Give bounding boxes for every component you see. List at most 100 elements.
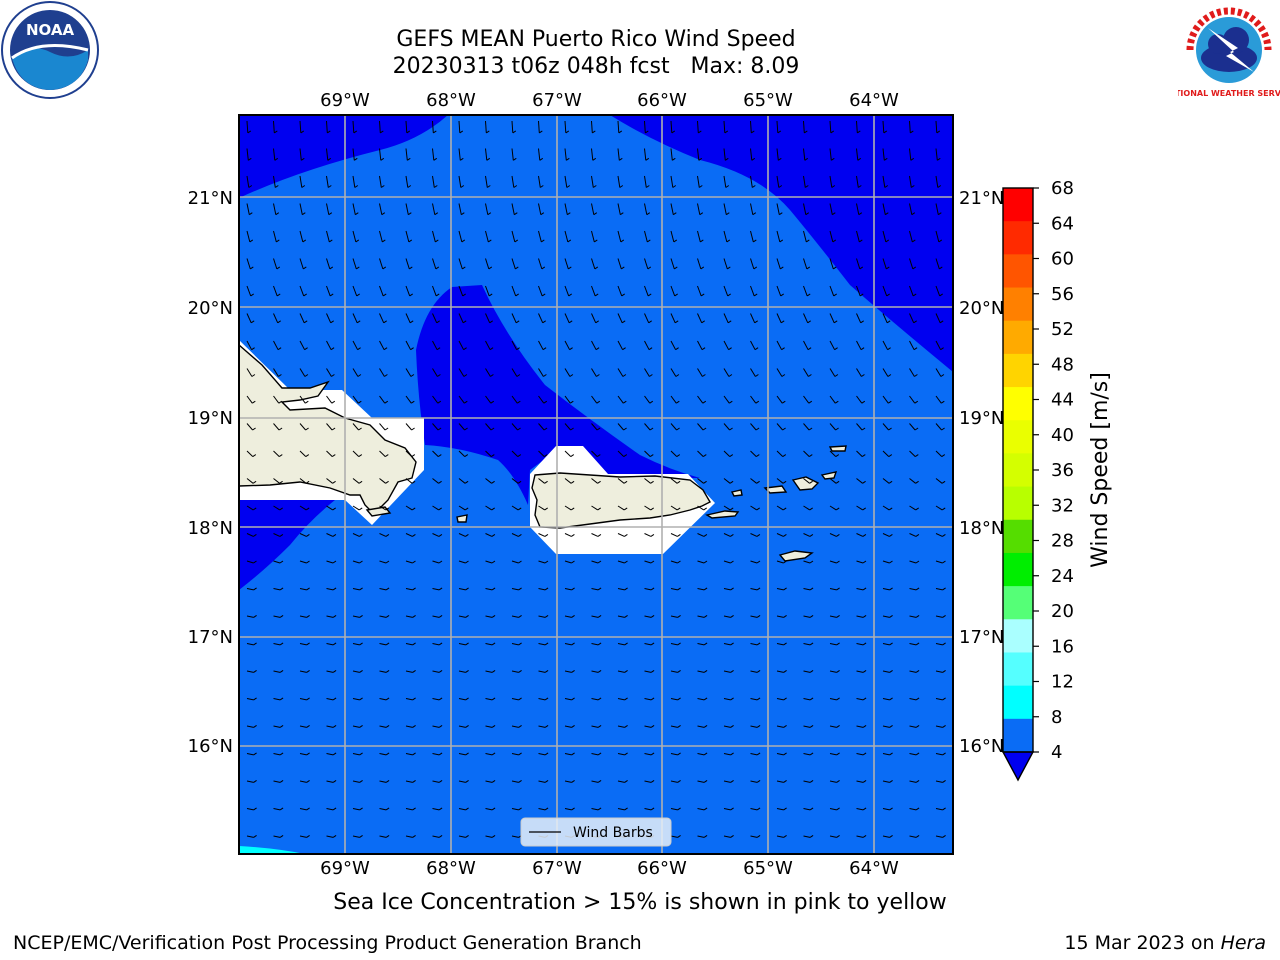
wind-barb <box>273 560 281 564</box>
wind-barb-flag <box>753 239 757 243</box>
wind-barb-flag <box>433 157 438 161</box>
wind-barb-flag <box>461 239 466 243</box>
wind-barb-flag <box>407 157 411 161</box>
wind-barb-flag <box>862 587 867 591</box>
wind-barb <box>405 175 409 188</box>
wind-barb <box>776 588 784 591</box>
wind-barb <box>511 230 516 243</box>
wind-barb <box>882 423 889 431</box>
wind-barb-flag <box>571 724 575 728</box>
wind-barb-flag <box>412 560 416 564</box>
wind-barb <box>697 450 704 457</box>
wind-barb-flag <box>756 507 760 511</box>
wind-barb-flag <box>356 320 361 324</box>
wind-barb <box>803 340 809 350</box>
wind-barb-flag <box>464 507 469 511</box>
wind-barb <box>829 313 835 324</box>
wind-barb-flag <box>356 266 360 270</box>
wind-barb <box>511 615 519 618</box>
nws-logo: NATIONAL WEATHER SERVICE <box>1178 4 1280 98</box>
wind-barb <box>564 175 568 188</box>
wind-barb <box>538 478 545 484</box>
wind-barb <box>511 780 519 783</box>
wind-barb-flag <box>306 752 310 756</box>
wind-barb-flag <box>675 347 679 351</box>
wind-barb-flag <box>941 454 946 458</box>
wind-barb-flag <box>915 752 920 756</box>
wind-barb <box>299 340 306 350</box>
wind-barb-flag <box>915 834 920 838</box>
wind-barb-flag <box>809 642 814 646</box>
wind-barb <box>776 780 784 783</box>
wind-barb-flag <box>751 130 755 134</box>
wind-barb <box>379 230 383 243</box>
wind-barb <box>882 148 885 161</box>
wind-barb <box>697 230 701 243</box>
wind-barb-flag <box>597 779 602 783</box>
wind-barb <box>379 670 387 673</box>
wind-barb <box>909 450 916 457</box>
wind-barb <box>909 560 917 564</box>
wind-barb <box>617 478 625 484</box>
wind-barb <box>644 533 652 537</box>
wind-barb <box>882 588 890 591</box>
wind-barb-flag <box>703 454 707 458</box>
colorbar-tick-label: 68 <box>1051 178 1074 199</box>
wind-barb-flag <box>409 293 413 297</box>
wind-barb <box>538 643 546 646</box>
nws-logo-text: NATIONAL WEATHER SERVICE <box>1178 89 1280 98</box>
wind-barb <box>352 340 359 350</box>
wind-barb-flag <box>756 587 761 591</box>
wind-barb <box>617 230 622 243</box>
wind-barb-flag <box>676 427 680 431</box>
wind-barb-flag <box>861 374 865 377</box>
wind-barb <box>405 395 412 404</box>
wind-barb-flag <box>858 185 862 188</box>
wind-barb-flag <box>884 157 888 161</box>
colorbar-tick-label: 52 <box>1051 319 1074 340</box>
wind-barb <box>538 285 543 297</box>
wind-barb-flag <box>782 400 786 404</box>
footer-date: 15 Mar 2023 on Hera <box>1064 932 1266 954</box>
wind-barb <box>538 423 545 431</box>
wind-barb-flag <box>465 779 469 783</box>
wind-barb-flag <box>279 752 284 756</box>
wind-barb-flag <box>355 212 359 216</box>
wind-barb <box>909 285 914 297</box>
wind-barb-flag <box>730 834 734 838</box>
wind-barb <box>511 120 514 133</box>
wind-barb-flag <box>514 239 519 243</box>
wind-barb <box>326 808 334 811</box>
wind-barb-flag <box>936 130 941 134</box>
wind-barb-flag <box>279 669 284 673</box>
wind-barb <box>750 450 757 457</box>
lon-label-bottom: 64°W <box>849 858 899 879</box>
wind-barb-flag <box>857 157 862 161</box>
wind-barb <box>856 643 864 646</box>
wind-barb-flag <box>756 807 761 811</box>
wind-barb <box>670 615 678 618</box>
colorbar-segment <box>1003 221 1033 255</box>
wind-barb <box>697 340 703 350</box>
wind-barb <box>670 368 677 377</box>
wind-barb <box>326 258 331 270</box>
wind-barb <box>856 395 863 404</box>
lat-label-right: 21°N <box>959 188 1004 209</box>
wind-barb-flag <box>728 374 733 377</box>
wind-barb-flag <box>518 533 522 537</box>
wind-barb-flag <box>253 724 257 728</box>
wind-barb <box>432 780 440 783</box>
wind-barb <box>458 698 466 701</box>
wind-barb <box>776 505 784 511</box>
wind-barb-flag <box>565 130 570 134</box>
wind-barb-flag <box>888 454 893 458</box>
wind-barbs <box>246 120 946 838</box>
wind-barb <box>326 725 334 728</box>
wind-barb <box>803 478 810 484</box>
wind-barb-flag <box>252 400 256 404</box>
wind-barb-flag <box>490 374 494 377</box>
wind-barb-flag <box>618 130 623 134</box>
colorbar-segment <box>1003 420 1033 454</box>
wind-barb-flag <box>332 752 337 756</box>
wind-barb <box>458 588 466 591</box>
